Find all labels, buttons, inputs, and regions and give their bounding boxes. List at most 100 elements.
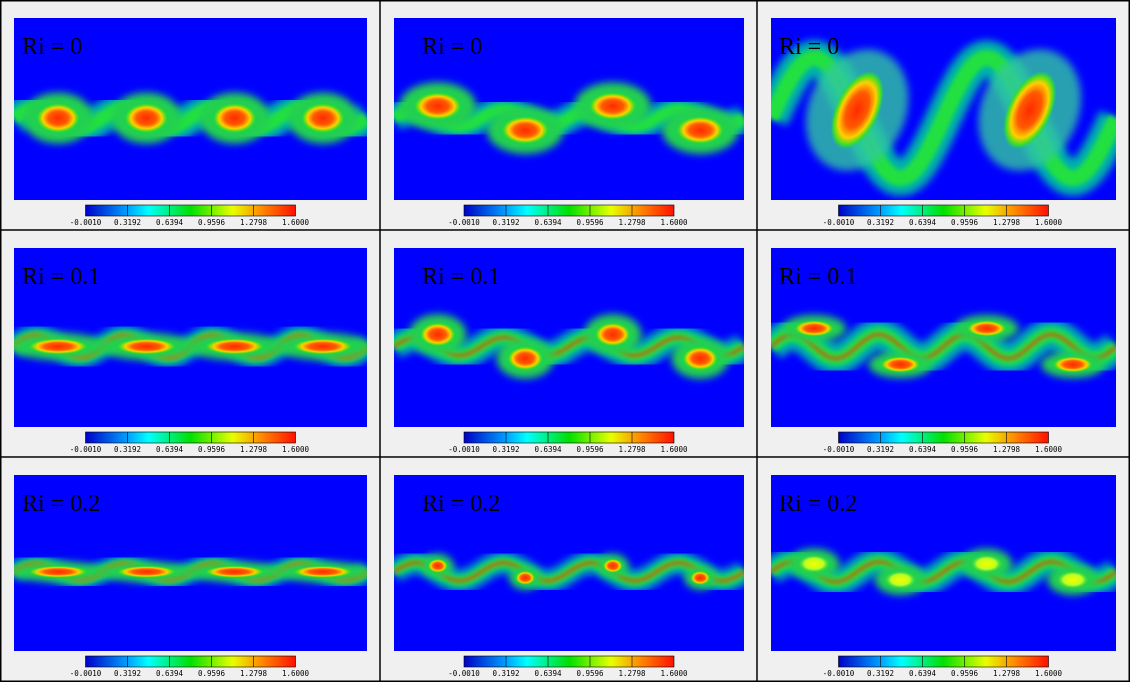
vortex [1053,356,1093,372]
vortex [116,338,176,354]
colorbar-tick-label: 0.6394 [534,445,562,454]
panel: Ri = 0.1 -0.0010 0.3192 0.6394 0.9596 1.2798 1… [381,231,757,457]
colorbar [86,432,296,443]
vortex [880,356,920,372]
colorbar-tick-label: 0.6394 [909,445,937,454]
vortex [293,338,353,354]
vortex [798,555,830,573]
vortex [116,566,176,578]
colorbar-tick-label: 0.6394 [156,445,184,454]
panel-label: Ri = 0.2 [779,491,857,517]
colorbar-tick-label: 1.6000 [282,445,310,454]
colorbar-tick-label: 0.3192 [114,218,141,227]
panel: Ri = 0.2 -0.0010 0.3192 0.6394 0.9596 1.2798 1… [381,458,757,681]
vortex [301,103,345,133]
colorbar-tick-label: 0.9596 [951,445,979,454]
colorbar [464,205,674,216]
vortex [124,103,168,133]
vortex [676,116,724,144]
colorbar-tick-label: 0.6394 [534,669,562,678]
colorbar-tick-label: -0.0010 [823,445,855,454]
colorbar-tick-label: 0.9596 [198,445,226,454]
colorbar-tick-label: -0.0010 [70,218,102,227]
colorbar-tick-label: 0.9596 [576,445,604,454]
vortex [36,103,80,133]
colorbar-tick-label: 1.6000 [1035,445,1063,454]
colorbar-tick-label: -0.0010 [448,445,480,454]
panel-label: Ri = 0.1 [422,264,500,290]
colorbar-tick-label: 0.3192 [492,669,519,678]
colorbar-tick-label: 1.2798 [240,445,268,454]
vortex [690,571,710,585]
colorbar [839,432,1049,443]
vortex [884,571,916,589]
colorbar-tick-label: 0.3192 [492,445,519,454]
colorbar-tick-label: 1.6000 [660,669,688,678]
colorbar [86,205,296,216]
panel-label: Ri = 0.1 [22,264,100,290]
vortex [589,92,637,120]
panels: Ri = 0 -0.0010 0.3192 0.6394 0.9596 1.2798 1.6… [1,1,1129,681]
colorbar-tick-label: -0.0010 [448,669,480,678]
field [10,562,371,582]
colorbar-tick-label: 0.6394 [156,218,184,227]
panel-label: Ri = 0.2 [22,491,100,517]
panel-label: Ri = 0 [22,34,82,60]
field [14,93,367,144]
vortex [967,320,1007,336]
colorbar-tick-label: 0.9596 [951,669,979,678]
colorbar-tick-label: 1.6000 [282,218,310,227]
colorbar-tick-label: 0.6394 [156,669,184,678]
colorbar [839,205,1049,216]
colorbar-tick-label: 0.6394 [534,218,562,227]
vortex [28,338,88,354]
panel-label: Ri = 0.1 [779,264,857,290]
colorbar-tick-label: 0.9596 [576,218,604,227]
vortex [507,346,543,370]
colorbar-tick-label: 0.3192 [114,669,141,678]
vortex [205,338,265,354]
colorbar [464,656,674,667]
colorbar-tick-label: 0.3192 [867,218,894,227]
colorbar-tick-label: 1.2798 [618,218,646,227]
colorbar-tick-label: 0.9596 [198,669,226,678]
colorbar-tick-label: 1.6000 [660,445,688,454]
vortex [515,571,535,585]
colorbar-tick-label: 1.2798 [618,445,646,454]
vortex [794,320,834,336]
panel-label: Ri = 0.2 [422,491,500,517]
colorbar-tick-label: 1.6000 [660,218,688,227]
vortex [1057,571,1089,589]
colorbar-tick-label: -0.0010 [448,218,480,227]
field [394,554,744,590]
colorbar-tick-label: -0.0010 [70,445,102,454]
colorbar-tick-label: 1.2798 [993,445,1021,454]
colorbar-tick-label: 0.3192 [867,445,894,454]
vortex [205,566,265,578]
colorbar-tick-label: 1.2798 [240,218,268,227]
panel: Ri = 0-0.00100.31920.63940.95961.27981.6… [758,1,1129,230]
colorbar [839,656,1049,667]
colorbar-tick-label: 0.3192 [492,218,519,227]
vortex [293,566,353,578]
figure: Ri = 0 -0.0010 0.3192 0.6394 0.9596 1.2798 1.6… [0,0,1130,682]
colorbar-tick-label: 1.6000 [1035,669,1063,678]
colorbar-tick-label: 0.9596 [198,218,226,227]
colorbar-tick-label: 1.2798 [993,218,1021,227]
vortex [428,559,448,573]
colorbar-tick-label: 0.6394 [909,218,937,227]
panel: Ri = 0.1 -0.0010 0.3192 0.6394 0.9596 1.2798 1… [758,231,1129,457]
colorbar-tick-label: -0.0010 [823,669,855,678]
colorbar-tick-label: 1.2798 [618,669,646,678]
colorbar-tick-label: 0.9596 [576,669,604,678]
colorbar [464,432,674,443]
colorbar-tick-label: 1.2798 [993,669,1021,678]
vortex [420,322,456,346]
vortex [595,322,631,346]
colorbar-tick-label: -0.0010 [70,669,102,678]
colorbar-tick-label: 1.6000 [1035,218,1063,227]
colorbar-tick-label: 0.6394 [909,669,937,678]
